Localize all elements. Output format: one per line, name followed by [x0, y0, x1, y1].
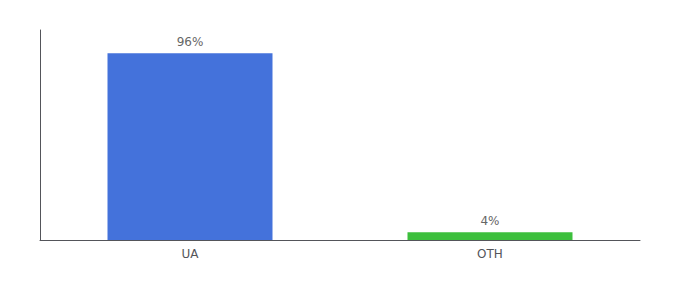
svg-text:OTH: OTH	[477, 247, 503, 261]
svg-text:UA: UA	[182, 247, 200, 261]
svg-text:96%: 96%	[177, 35, 204, 49]
svg-text:4%: 4%	[480, 214, 499, 228]
